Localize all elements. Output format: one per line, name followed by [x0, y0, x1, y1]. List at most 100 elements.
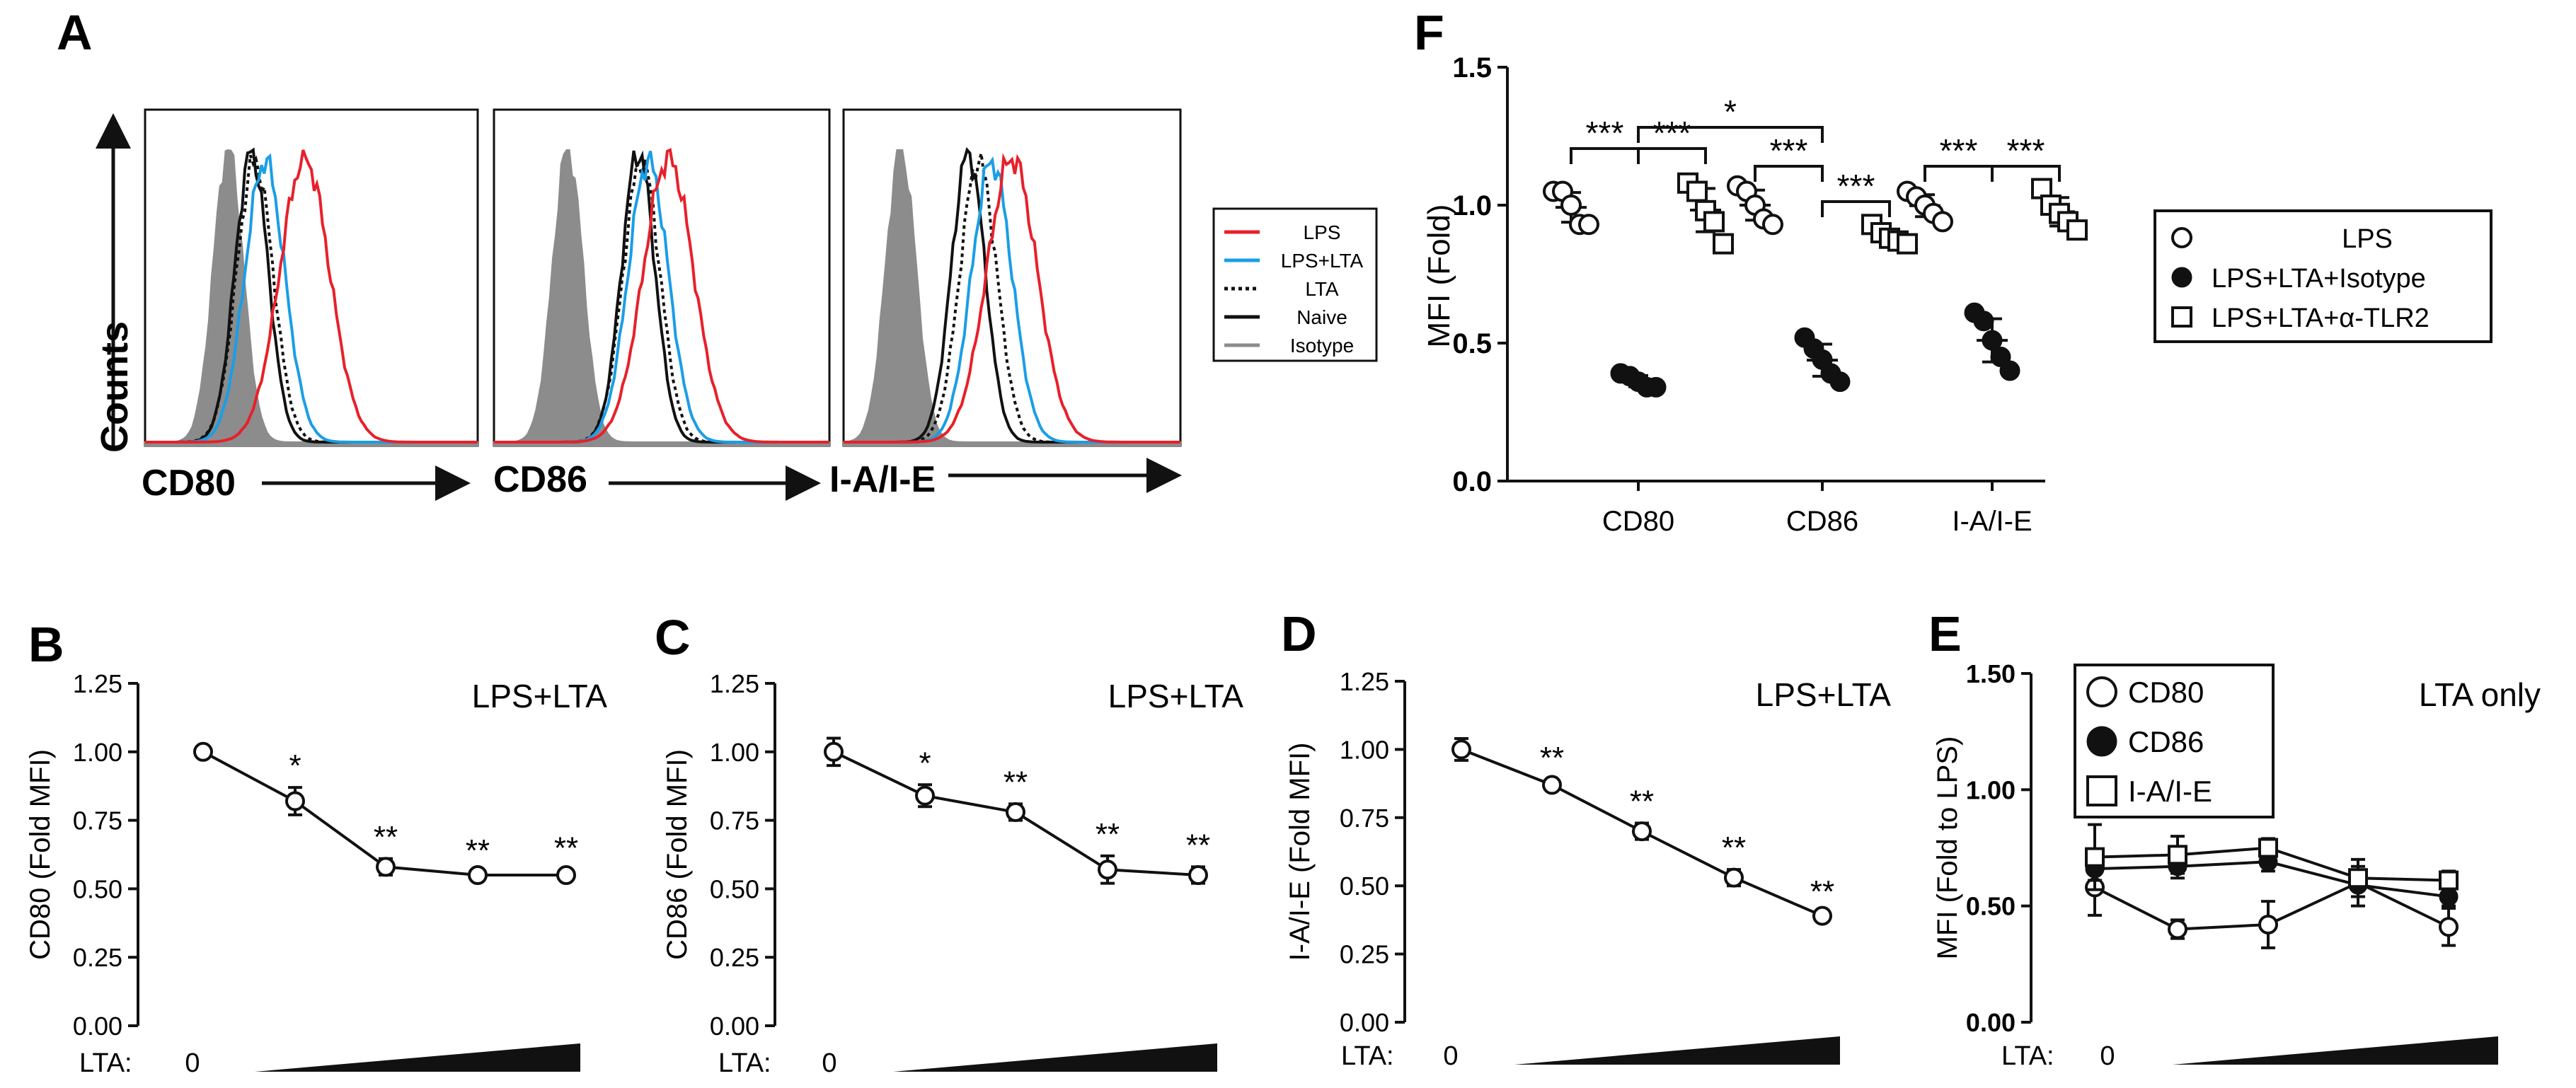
- panelE-point-2-3: [2348, 868, 2368, 889]
- f-legend-label-2: LPS+LTA+α-TLR2: [2212, 303, 2430, 333]
- panelD-ytick-label-0: 0.00: [1340, 1008, 1389, 1037]
- panelD-ylabel: I-A/I-E (Fold MFI): [1284, 743, 1316, 961]
- panelB-point-0-4: [556, 865, 576, 886]
- f-ytick-label-2: 1.0: [1452, 190, 1492, 221]
- panelC-ytick-label-1: 0.25: [710, 943, 759, 972]
- panelB-ylabel: CD80 (Fold MFI): [25, 749, 56, 960]
- f-bracket-6: [1991, 165, 2061, 182]
- panelD-lta-zero: 0: [1443, 1041, 1458, 1071]
- histogram-lps-0: [145, 149, 478, 444]
- f-legend-marker-2: [2171, 306, 2192, 328]
- panelC-title: LPS+LTA: [1108, 678, 1244, 714]
- f-point-0-2-1: [1686, 180, 1708, 202]
- panelD-ytick-label-3: 0.75: [1340, 804, 1389, 833]
- panelB-point-0-1: [285, 791, 305, 811]
- histogram-legend-label-0: LPS: [1304, 221, 1341, 243]
- f-point-2-1-3: [1990, 347, 2011, 367]
- panelD-title: LPS+LTA: [1756, 676, 1892, 713]
- panelE-point-2-0: [2085, 847, 2105, 867]
- f-legend-marker-1: [2171, 267, 2192, 288]
- f-point-0-1-4: [1645, 376, 1667, 398]
- histogram-legend-frame: [1212, 207, 1378, 362]
- f-point-0-0-4: [1578, 214, 1599, 236]
- panelE-ylabel: MFI (Fold to LPS): [1932, 736, 1963, 960]
- histogram-xlabel-iaie: I-A/I-E: [829, 459, 936, 500]
- panelB-significance-4: **: [554, 831, 578, 865]
- f-bracket-2: [1637, 126, 1824, 143]
- panelB-ytick-label-4: 1.00: [73, 738, 122, 767]
- panelB-ytick-label-3: 0.75: [73, 806, 122, 835]
- panelE-ytick-label-3: 1.50: [1966, 659, 2016, 688]
- panelC-ytick-label-3: 0.75: [710, 806, 759, 835]
- f-legend-label-1: LPS+LTA+Isotype: [2212, 264, 2426, 294]
- histogram-xlabel-cd80: CD80: [142, 463, 236, 504]
- panelE-legend-marker-1: [2086, 726, 2117, 757]
- panelE-legend-marker-2: [2086, 775, 2117, 806]
- f-ytick-label-3: 1.5: [1452, 52, 1492, 83]
- panel-label-e: E: [1928, 606, 1962, 661]
- histogram-legend-label-3: Naive: [1296, 306, 1347, 328]
- panelE-lta-wedge: [2173, 1036, 2498, 1065]
- histogram-lps-1: [494, 148, 829, 444]
- f-point-2-1-4: [1999, 360, 2020, 381]
- panelD-significance-3: **: [1722, 831, 1746, 865]
- histogram-legend-label-4: Isotype: [1290, 335, 1354, 357]
- panelD-point-0-1: [1542, 775, 1562, 795]
- panelC-point-0-3: [1098, 860, 1117, 880]
- panelD-point-0-4: [1812, 905, 1832, 926]
- panelB-significance-2: **: [374, 820, 398, 855]
- panelD-point-0-0: [1451, 739, 1471, 760]
- panelD-lta-label: LTA:: [1341, 1041, 1394, 1071]
- f-xtick-label-0: CD80: [1602, 506, 1674, 537]
- panelE-legend-label-1: CD86: [2128, 725, 2204, 758]
- panel-label-f: F: [1414, 5, 1444, 60]
- panelD-lta-wedge: [1514, 1036, 1840, 1065]
- histogram-lps-2: [844, 152, 1180, 444]
- panelC-lta-zero: 0: [822, 1048, 836, 1078]
- f-significance-5: ***: [1940, 132, 1978, 169]
- panelD-point-0-2: [1632, 821, 1652, 842]
- panelC-point-0-0: [824, 741, 844, 762]
- panelB-point-0-3: [468, 865, 488, 886]
- panelE-point-2-1: [2168, 845, 2187, 865]
- f-ytick-label-0: 0.0: [1452, 466, 1492, 497]
- f-ytick-label-1: 0.5: [1452, 328, 1492, 359]
- panelB-ytick-label-2: 0.50: [73, 874, 122, 903]
- panelB-ytick-label-0: 0.00: [73, 1012, 122, 1041]
- panelB-lta-wedge: [255, 1043, 580, 1072]
- panelC-lta-wedge: [893, 1043, 1217, 1072]
- histogram-frame-0: [144, 108, 479, 447]
- f-point-2-0-4: [1932, 211, 1953, 233]
- f-legend-marker-0: [2171, 227, 2192, 248]
- panelB-ytick-label-5: 1.25: [73, 669, 122, 698]
- panelD-ytick-label-5: 1.25: [1340, 667, 1389, 696]
- panel-d-iaie-line: 0.00 0.25 0.50 0.75 1.00 1.25 I-A/I-E (Fold MF…: [1284, 667, 1891, 1071]
- panel-label-c: C: [655, 610, 691, 665]
- panelE-point-2-4: [2439, 870, 2459, 891]
- f-legend-frame: [2154, 209, 2492, 343]
- counts-axis-label: Counts: [93, 321, 136, 453]
- f-point-1-0-4: [1762, 214, 1783, 236]
- panel-label-d: D: [1281, 606, 1317, 661]
- f-xtick-label-1: CD86: [1786, 506, 1858, 537]
- panelC-lta-label: LTA:: [718, 1048, 771, 1078]
- histogram-legend-label-1: LPS+LTA: [1281, 250, 1364, 272]
- panelB-lta-label: LTA:: [79, 1048, 132, 1078]
- panelB-significance-3: **: [466, 833, 490, 868]
- panelC-ylabel: CD86 (Fold MFI): [662, 749, 693, 960]
- histogram-xlabel-cd86: CD86: [493, 459, 587, 500]
- f-bracket-1: [1637, 147, 1707, 164]
- panelE-point-0-2: [2258, 914, 2278, 934]
- panel-label-b: B: [28, 617, 64, 672]
- panelC-point-0-4: [1188, 865, 1208, 886]
- f-xtick-label-2: I-A/I-E: [1952, 506, 2032, 537]
- panelE-title: LTA only: [2419, 676, 2541, 713]
- panel-label-a: A: [57, 5, 93, 60]
- f-significance-2: *: [1724, 93, 1737, 130]
- f-significance-4: ***: [1837, 168, 1875, 204]
- panelE-ytick-label-1: 0.50: [1966, 892, 2016, 921]
- panelB-point-0-2: [376, 857, 396, 877]
- panelC-ytick-label-4: 1.00: [710, 738, 759, 767]
- panelB-title: LPS+LTA: [472, 678, 608, 714]
